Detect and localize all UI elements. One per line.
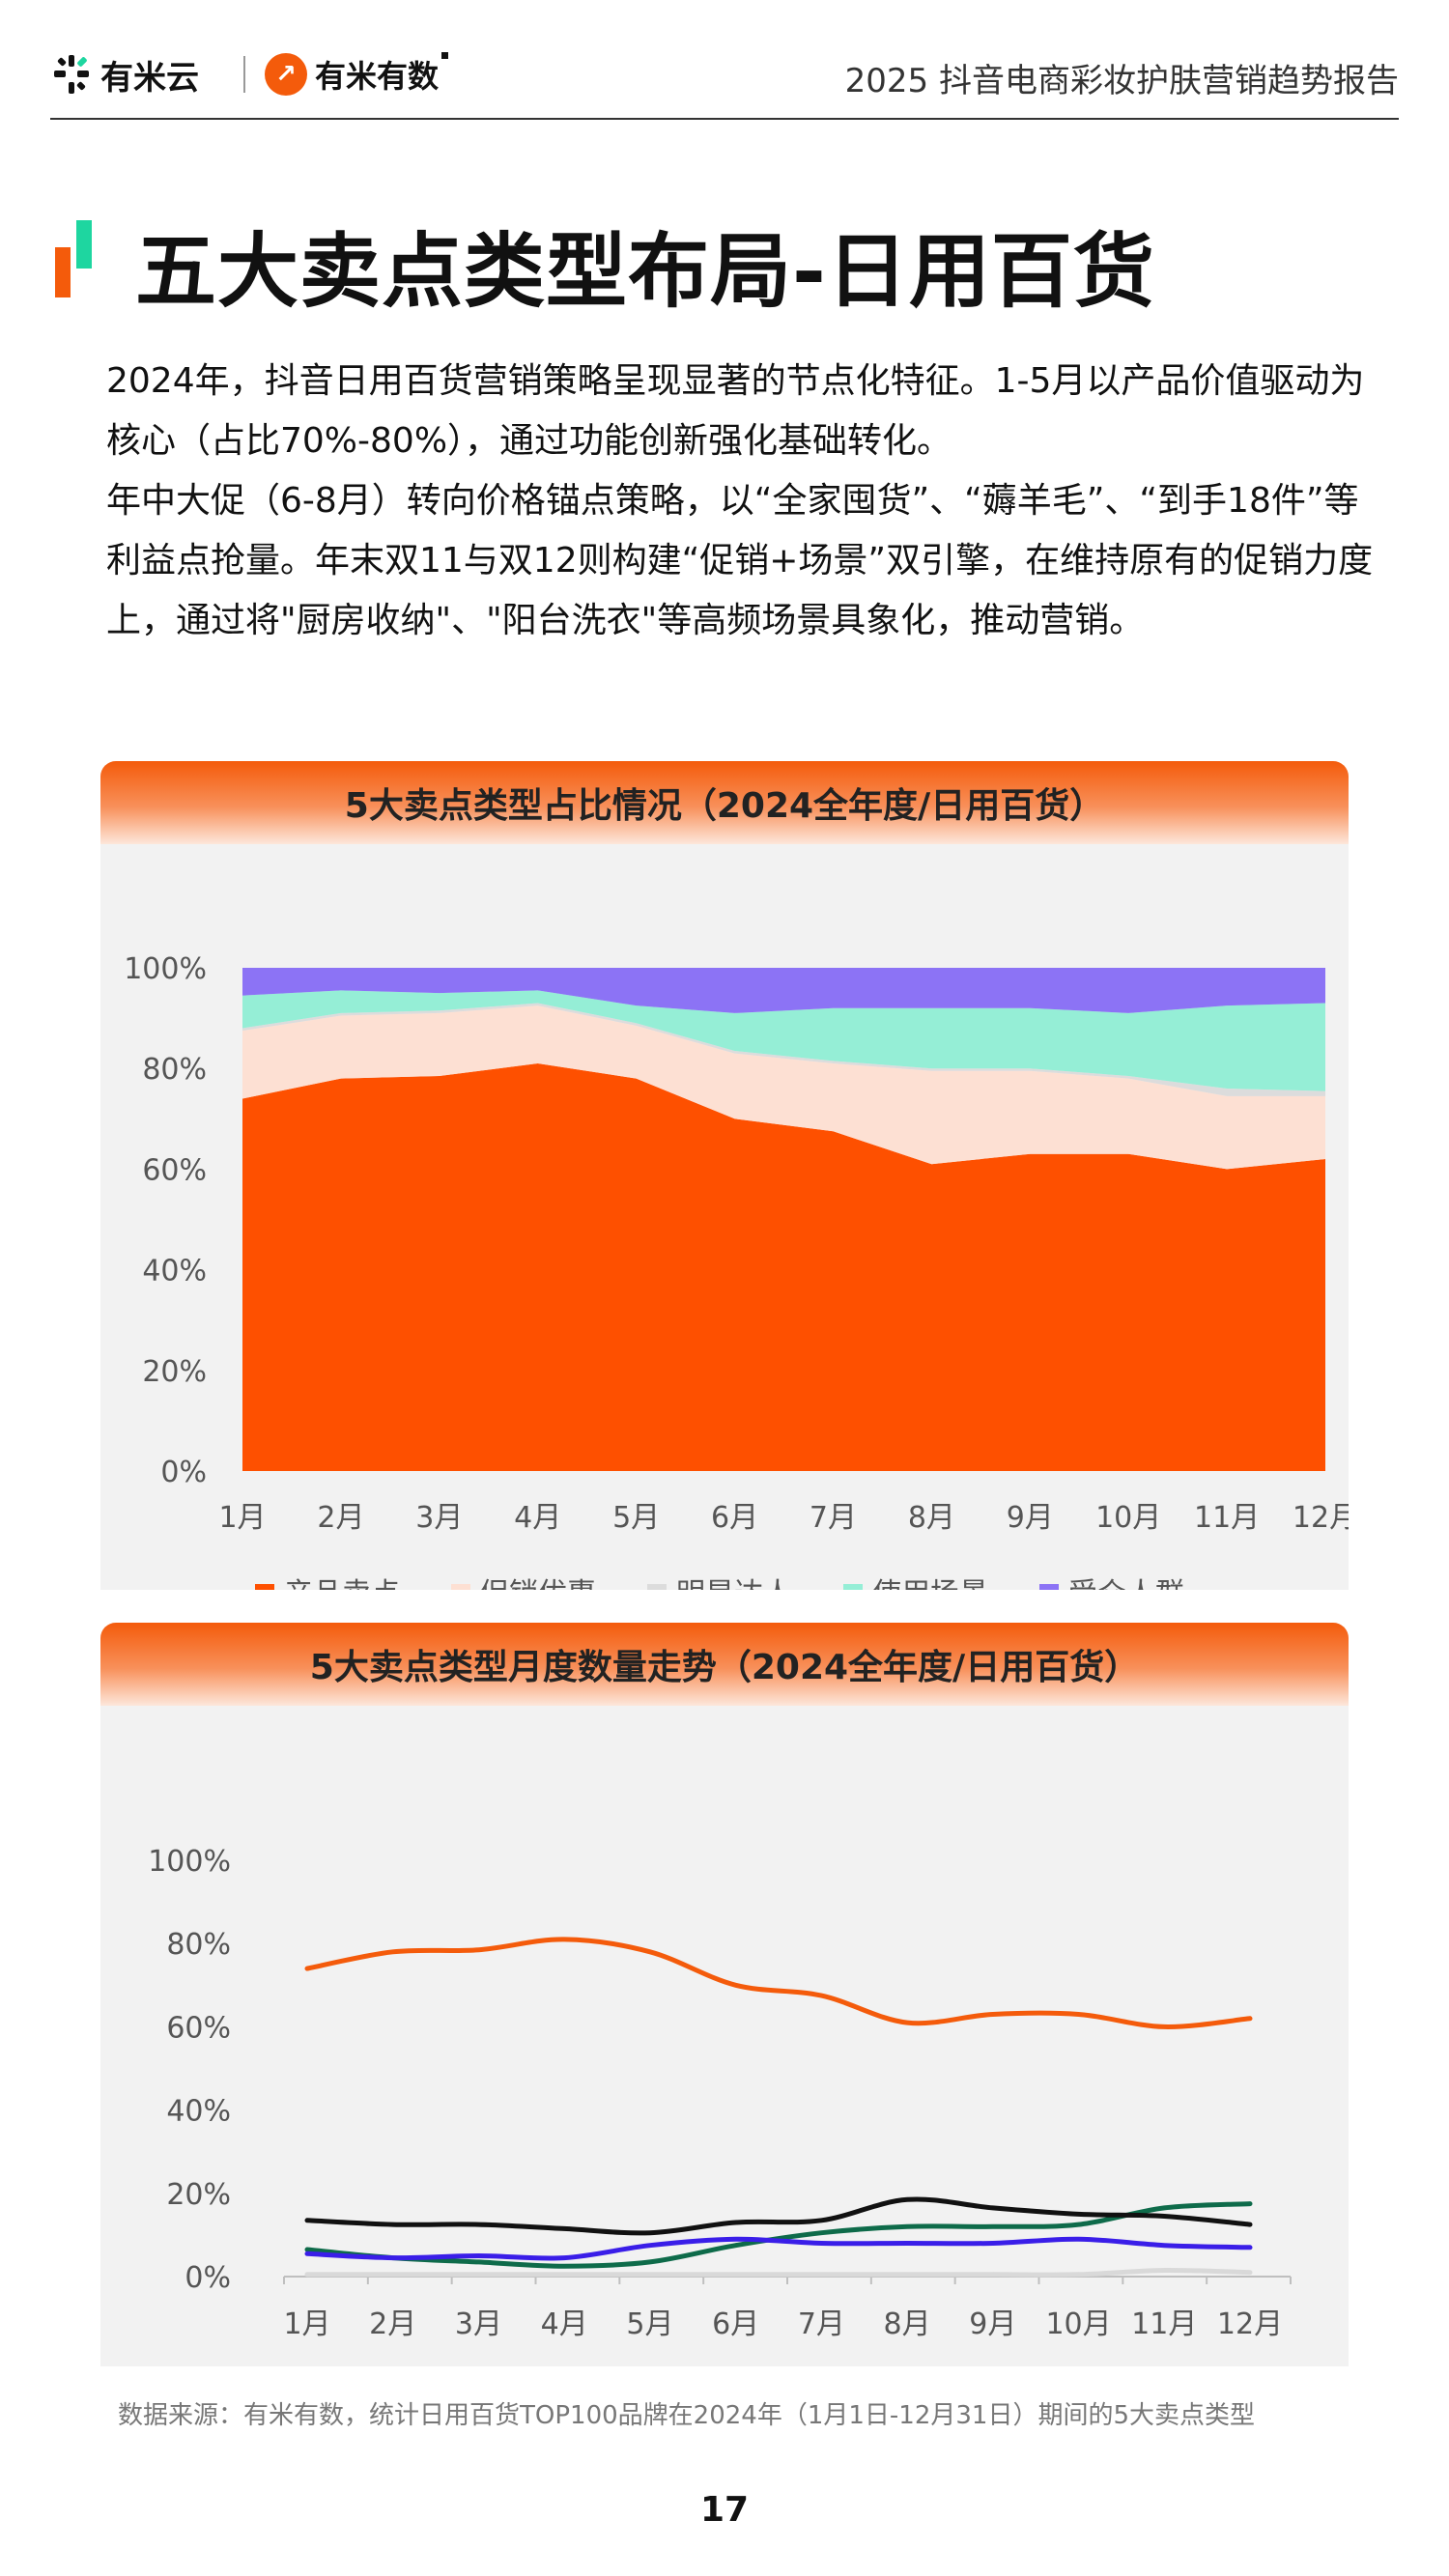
x-tick-label: 3月 bbox=[415, 1501, 463, 1535]
line-series-3 bbox=[304, 2267, 1253, 2278]
x-tick-label: 8月 bbox=[884, 2307, 931, 2341]
x-tick-label: 2月 bbox=[317, 1501, 364, 1535]
x-tick-label: 5月 bbox=[612, 1501, 660, 1535]
title-accent-icon bbox=[55, 220, 99, 297]
source-note: 数据来源：有米有数，统计日用百货TOP100品牌在2024年（1月1日-12月3… bbox=[118, 2401, 1255, 2430]
line-series-5 bbox=[304, 2236, 1253, 2261]
x-tick-label: 11月 bbox=[1131, 2307, 1197, 2341]
page-title: 五大卖点类型布局-日用百货 bbox=[135, 224, 1155, 319]
logo-divider bbox=[243, 56, 245, 93]
x-tick-label: 2月 bbox=[369, 2307, 416, 2341]
legend-label-4: 使用场景 bbox=[872, 1577, 988, 1590]
legend-label-5: 受众人群 bbox=[1068, 1577, 1184, 1590]
area-series-4 bbox=[242, 990, 1325, 1091]
x-tick-label: 9月 bbox=[969, 2307, 1016, 2341]
y-tick-label: 60% bbox=[166, 2011, 231, 2045]
x-tick-label: 10月 bbox=[1045, 2307, 1111, 2341]
share-chart-title: 5大卖点类型占比情况（2024全年度/日用百货） bbox=[344, 786, 1105, 826]
x-tick-label: 4月 bbox=[541, 2307, 588, 2341]
y-tick-label: 80% bbox=[166, 1928, 231, 1962]
share-chart-header: 5大卖点类型占比情况（2024全年度/日用百货） bbox=[100, 761, 1349, 844]
y-tick-label: 100% bbox=[148, 1845, 231, 1879]
report-title: 2025 抖音电商彩妆护肤营销趋势报告 bbox=[844, 62, 1399, 100]
x-tick-label: 10月 bbox=[1095, 1501, 1161, 1535]
legend-swatch-1 bbox=[255, 1584, 274, 1590]
legend-label-3: 明星达人 bbox=[676, 1577, 792, 1590]
y-tick-label: 0% bbox=[185, 2261, 231, 2295]
legend-swatch-3 bbox=[647, 1584, 667, 1590]
legend-swatch-5 bbox=[1039, 1584, 1059, 1590]
x-tick-label: 7月 bbox=[810, 1501, 857, 1535]
y-tick-label: 0% bbox=[160, 1456, 207, 1489]
line-series-2 bbox=[304, 2196, 1253, 2236]
y-tick-label: 20% bbox=[166, 2178, 231, 2212]
intro-text: 2024年，抖音日用百货营销策略呈现显著的节点化特征。1-5月以产品价值驱动为核… bbox=[106, 352, 1381, 651]
x-tick-label: 9月 bbox=[1007, 1501, 1054, 1535]
y-tick-label: 100% bbox=[124, 952, 207, 986]
youmi-data-logo-icon: ↗ bbox=[265, 53, 307, 96]
share-chart-panel: 5大卖点类型占比情况（2024全年度/日用百货） 0% 20% 40% 60% 80% 1… bbox=[100, 761, 1349, 1590]
brand-1-text: 有米云 bbox=[100, 58, 199, 98]
legend-label-2: 促销优惠 bbox=[480, 1577, 596, 1590]
trend-chart-title: 5大卖点类型月度数量走势（2024全年度/日用百货） bbox=[309, 1648, 1140, 1687]
trend-chart-panel: 5大卖点类型月度数量走势（2024全年度/日用百货） 0% 20% 40% 60% 80… bbox=[100, 1623, 1349, 2366]
x-tick-label: 6月 bbox=[712, 2307, 759, 2341]
intro-paragraph-1: 2024年，抖音日用百货营销策略呈现显著的节点化特征。1-5月以产品价值驱动为核… bbox=[106, 361, 1365, 461]
x-tick-label: 12月 bbox=[1217, 2307, 1283, 2341]
y-tick-label: 80% bbox=[142, 1053, 207, 1087]
x-tick-label: 3月 bbox=[455, 2307, 502, 2341]
area-series-5 bbox=[242, 968, 1325, 1013]
y-tick-label: 20% bbox=[142, 1355, 207, 1389]
x-tick-label: 11月 bbox=[1194, 1501, 1260, 1535]
share-area-chart: 0% 20% 40% 60% 80% 100% 1月 2月 3月 4月 5月 6月 7月 8月 9月 10月 1… bbox=[124, 952, 1349, 1590]
area-series-1 bbox=[242, 1063, 1325, 1471]
x-tick-label: 8月 bbox=[908, 1501, 955, 1535]
x-tick-label: 6月 bbox=[711, 1501, 758, 1535]
legend-swatch-2 bbox=[451, 1584, 470, 1590]
page-number: 17 bbox=[699, 2490, 750, 2530]
line-series-1 bbox=[304, 1937, 1253, 2029]
intro-paragraph-2: 年中大促（6-8月）转向价格锚点策略，以“全家囤货”、“薅羊毛”、“到手18件”… bbox=[106, 481, 1374, 640]
area-series-2 bbox=[242, 1005, 1325, 1170]
legend-label-1: 产品卖点 bbox=[284, 1577, 400, 1590]
x-tick-label: 12月 bbox=[1293, 1501, 1349, 1535]
y-tick-label: 60% bbox=[142, 1153, 207, 1187]
youmi-data-logo: ↗ 有米有数 bbox=[265, 50, 449, 99]
y-tick-label: 40% bbox=[142, 1255, 207, 1288]
youmi-cloud-logo: 有米云 bbox=[50, 50, 199, 99]
trend-chart-header: 5大卖点类型月度数量走势（2024全年度/日用百货） bbox=[100, 1623, 1349, 1706]
x-tick-label: 4月 bbox=[514, 1501, 561, 1535]
x-tick-label: 5月 bbox=[626, 2307, 673, 2341]
legend-swatch-4 bbox=[843, 1584, 863, 1590]
x-tick-label: 1月 bbox=[218, 1501, 266, 1535]
brand-2-text: 有米有数 bbox=[315, 52, 449, 97]
x-tick-label: 7月 bbox=[798, 2307, 845, 2341]
x-tick-label: 1月 bbox=[283, 2307, 330, 2341]
youmi-cloud-logo-icon bbox=[54, 55, 89, 94]
trend-line-chart: 0% 20% 40% 60% 80% 100% 1月 2月 3月 4月 5月 6月 7月 8月 9月 10月 1… bbox=[148, 1845, 1292, 2341]
y-tick-label: 40% bbox=[166, 2095, 231, 2129]
page-header: 有米云 ↗ 有米有数 2025 抖音电商彩妆护肤营销趋势报告 bbox=[50, 50, 1399, 120]
